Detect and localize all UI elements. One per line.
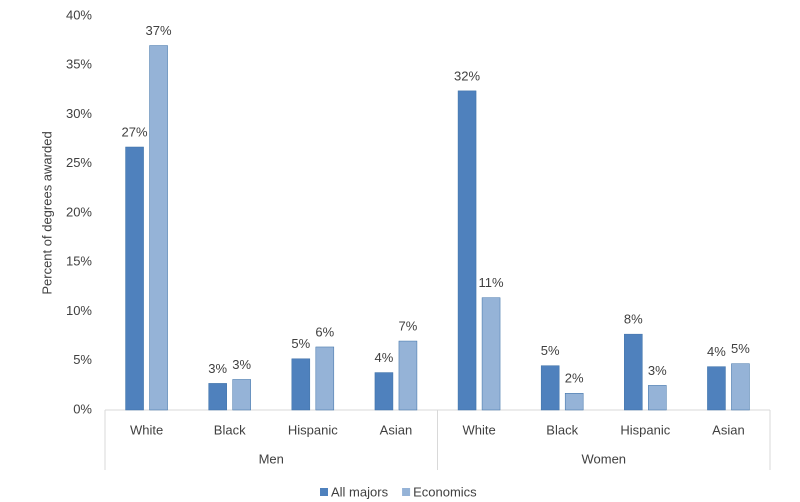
y-tick-label: 35%	[66, 57, 92, 72]
legend-swatch	[320, 488, 328, 496]
legend-swatch	[402, 488, 411, 496]
value-label: 37%	[146, 23, 172, 38]
x-tick-label: Hispanic	[288, 422, 338, 437]
bar	[398, 340, 418, 411]
legend-label: Economics	[413, 484, 477, 499]
bar	[149, 45, 168, 411]
x-tick-label: Hispanic	[620, 422, 670, 437]
value-label: 4%	[375, 350, 394, 365]
value-label: 3%	[648, 363, 667, 378]
value-label: 32%	[454, 68, 480, 83]
x-tick-label: Asian	[712, 422, 745, 437]
bar	[208, 383, 227, 411]
x-tick-label: Black	[214, 422, 246, 437]
value-label: 5%	[731, 341, 750, 356]
value-label: 2%	[565, 371, 584, 386]
value-label: 6%	[315, 324, 334, 339]
bar	[125, 146, 144, 411]
y-tick-label: 0%	[73, 401, 92, 416]
y-tick-label: 30%	[66, 106, 92, 121]
bar	[648, 385, 667, 411]
bar	[481, 297, 501, 411]
bar	[232, 379, 251, 411]
bar	[707, 366, 726, 411]
x-tick-label: White	[462, 422, 495, 437]
value-label: 7%	[399, 318, 418, 333]
value-label: 8%	[624, 312, 643, 327]
value-label: 5%	[291, 336, 310, 351]
group-label: Men	[259, 451, 284, 466]
legend-label: All majors	[331, 484, 389, 499]
y-tick-label: 40%	[66, 7, 92, 22]
bar	[731, 363, 750, 411]
y-tick-label: 5%	[73, 352, 92, 367]
value-label: 11%	[479, 275, 504, 290]
bar	[457, 90, 477, 411]
value-label: 27%	[122, 124, 148, 139]
x-tick-label: Black	[546, 422, 578, 437]
y-axis-title: Percent of degrees awarded	[39, 131, 54, 294]
y-tick-label: 15%	[66, 254, 92, 269]
value-label: 3%	[232, 357, 251, 372]
bar	[624, 333, 643, 411]
group-label: Women	[581, 451, 626, 466]
bar	[315, 346, 335, 411]
bar	[564, 393, 584, 411]
value-label: 3%	[208, 361, 227, 376]
y-tick-label: 20%	[66, 204, 92, 219]
y-tick-label: 10%	[66, 303, 92, 318]
value-label: 5%	[541, 343, 560, 358]
x-tick-label: White	[130, 422, 163, 437]
x-tick-label: Asian	[380, 422, 413, 437]
bar	[540, 365, 560, 411]
y-tick-label: 25%	[66, 155, 92, 170]
value-label: 4%	[707, 344, 726, 359]
bar	[291, 358, 311, 411]
bar	[374, 372, 394, 411]
